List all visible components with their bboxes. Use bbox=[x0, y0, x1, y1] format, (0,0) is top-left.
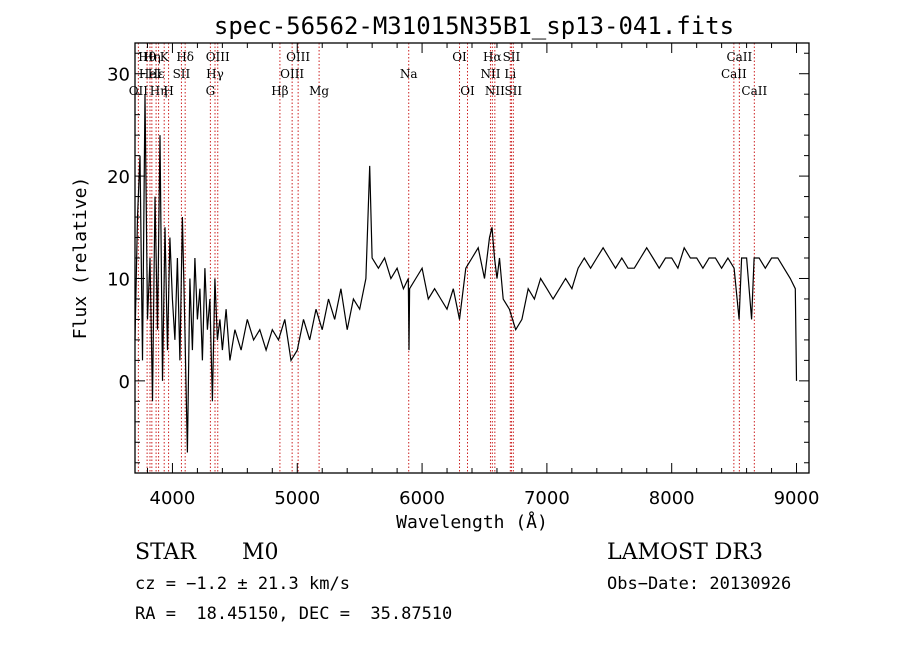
object-class: STAR bbox=[135, 540, 196, 565]
line-label: Hη bbox=[143, 50, 161, 64]
line-label: H bbox=[163, 84, 173, 98]
y-axis-label: Flux (relative) bbox=[70, 177, 91, 340]
x-tick-label: 4000 bbox=[150, 488, 196, 509]
redshift-info: cz = −1.2 ± 21.3 km/s bbox=[135, 574, 350, 594]
line-label: OI bbox=[460, 84, 475, 98]
line-label: NII bbox=[485, 84, 505, 98]
line-label: Na bbox=[400, 67, 418, 81]
line-label: Hθ bbox=[138, 50, 156, 64]
object-subclass: M0 bbox=[242, 540, 279, 565]
y-axis-ticks: 0 10 20 30 bbox=[107, 52, 809, 464]
x-tick-label: 7000 bbox=[524, 488, 570, 509]
line-label: K bbox=[160, 50, 170, 64]
observation-date: Obs−Date: 20130926 bbox=[607, 574, 792, 594]
line-labels: OIIHθHeIHηHεHηKHSIIHδGHγOIIIHβOIIIOIIIMg… bbox=[129, 50, 768, 98]
line-label: Li bbox=[504, 67, 516, 81]
x-tick-label: 9000 bbox=[774, 488, 820, 509]
line-label: OI bbox=[452, 50, 467, 64]
line-label: SII bbox=[503, 50, 521, 64]
line-label: CaII bbox=[721, 67, 747, 81]
line-label: CaII bbox=[741, 84, 767, 98]
line-label: Hδ bbox=[176, 50, 194, 64]
line-label: OIII bbox=[206, 50, 230, 64]
x-tick-label: 8000 bbox=[649, 488, 695, 509]
line-label: OIII bbox=[286, 50, 310, 64]
line-label: HeI bbox=[139, 67, 162, 81]
x-axis-label: Wavelength (Å) bbox=[396, 511, 548, 533]
coordinates: RA = 18.45150, DEC = 35.87510 bbox=[135, 604, 453, 624]
line-label: Hγ bbox=[206, 67, 224, 81]
line-label: Hβ bbox=[271, 84, 288, 98]
line-label: G bbox=[206, 84, 216, 98]
x-axis-ticks: 4000 5000 6000 7000 8000 9000 bbox=[146, 43, 820, 509]
line-label: Hη bbox=[150, 84, 168, 98]
x-tick-label: 6000 bbox=[399, 488, 445, 509]
chart-title: spec-56562-M31015N35B1_sp13-041.fits bbox=[214, 12, 734, 40]
y-tick-label: 10 bbox=[107, 269, 130, 290]
x-tick-label: 5000 bbox=[274, 488, 320, 509]
y-tick-label: 0 bbox=[119, 372, 130, 393]
line-label: SII bbox=[173, 67, 191, 81]
line-label: NII bbox=[480, 67, 500, 81]
line-label: CaII bbox=[726, 50, 752, 64]
line-label: OIII bbox=[280, 67, 304, 81]
line-label: SII bbox=[504, 84, 522, 98]
spectrum-line bbox=[134, 94, 798, 453]
line-markers bbox=[137, 43, 755, 473]
survey-name: LAMOST DR3 bbox=[607, 540, 763, 565]
line-label: Mg bbox=[309, 84, 329, 98]
y-tick-label: 20 bbox=[107, 167, 130, 188]
line-label: OII bbox=[129, 84, 149, 98]
line-label: Hα bbox=[483, 50, 502, 64]
y-tick-label: 30 bbox=[107, 65, 130, 86]
line-label: Hε bbox=[148, 67, 165, 81]
